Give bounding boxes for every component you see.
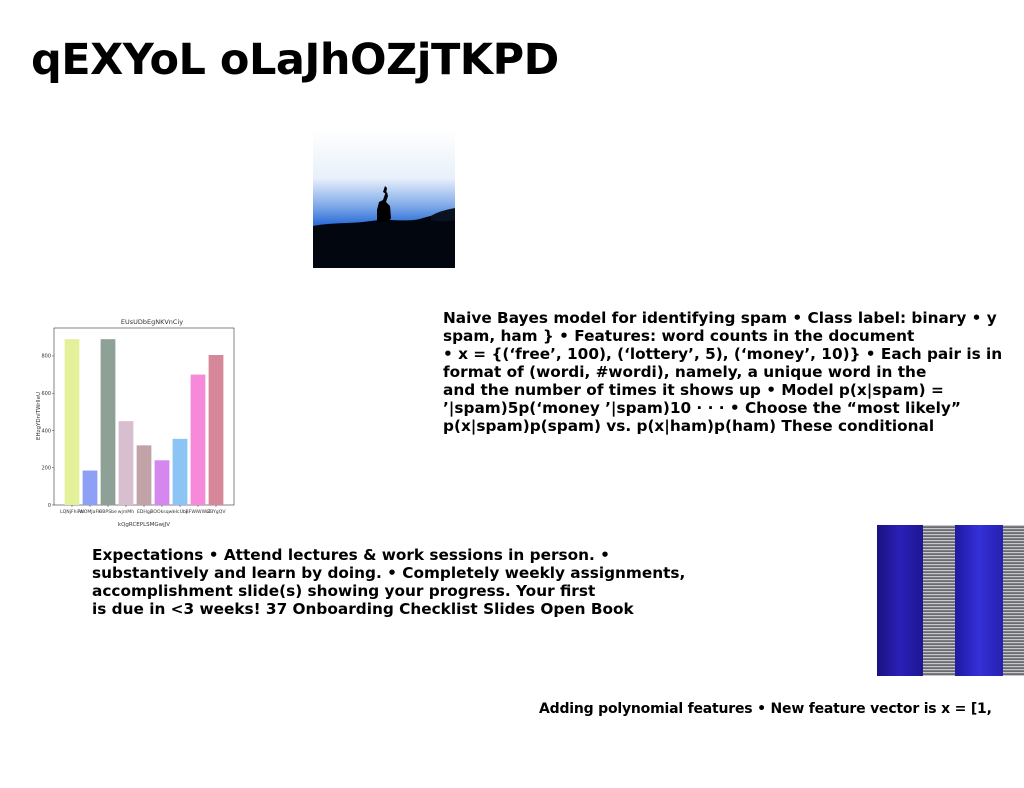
text-line: p(x|spam)p(spam) vs. p(x|ham)p(ham) Thes…	[443, 417, 935, 435]
bar-BBPSbe	[100, 339, 116, 505]
x-tick-label: BBPSbe	[99, 509, 117, 515]
x-axis-label: kQgRCEPLSMGwjJV	[118, 522, 170, 528]
x-tick-label: GBYgQV	[207, 509, 227, 515]
text-line: format of (wordi, #wordi), namely, a uni…	[443, 363, 927, 381]
bar-eIcUbj	[172, 438, 188, 505]
x-tick-label: BFWiWWiZ	[186, 509, 211, 515]
y-tick-label: 400	[41, 428, 51, 434]
text-line: ’|spam)5p(‘money ’|spam)10 · · · • Choos…	[443, 399, 961, 417]
y-tick-label: 200	[41, 466, 51, 472]
bar-wjmMh	[118, 421, 134, 505]
x-tick-label: WOMJaFk	[79, 509, 101, 515]
text-line: • x = {(‘free’, 100), (‘lottery’, 5), (‘…	[443, 345, 1003, 363]
bar-BOOksqwl	[154, 460, 170, 505]
text-line: and the number of times it shows up • Mo…	[443, 381, 944, 399]
y-tick-label: 0	[48, 503, 51, 509]
bar-WOMJaFk	[82, 470, 98, 505]
text-line: Adding polynomial features • New feature…	[539, 701, 992, 717]
text-line: spam, ham } • Features: word counts in t…	[443, 327, 915, 345]
slide-title: qEXYoL oLaJhOZjTKPD	[31, 35, 559, 85]
text-line: Expectations • Attend lectures & work se…	[92, 546, 610, 564]
bar-chart: EUsUDbEgNKVnCiy 0 200 400 600 800 LQNjFhiRhW…	[36, 318, 235, 528]
x-tick-label: wjmMh	[118, 509, 134, 515]
x-tick-label: LQNjFhiRh	[60, 509, 84, 515]
striped-texture-image	[877, 525, 1024, 676]
chart-title: EUsUDbEgNKVnCiy	[121, 318, 183, 326]
text-line: accomplishment slide(s) showing your pro…	[92, 582, 596, 600]
x-tick-label: BOOksqwl	[150, 509, 173, 515]
x-tick-label: EDHgj	[137, 509, 151, 515]
text-line: Naive Bayes model for identifying spam •…	[443, 309, 997, 327]
bar-BFWiWWiZ	[190, 374, 206, 505]
camel-rider-silhouette-photo	[313, 130, 455, 268]
text-line: is due in <3 weeks! 37 Onboarding Checkl…	[92, 600, 634, 618]
bar-GBYgQV	[208, 355, 224, 505]
polynomial-features-text: Adding polynomial features • New feature…	[539, 700, 992, 718]
x-tick-label: eIcUbj	[173, 509, 187, 515]
expectations-text: Expectations • Attend lectures & work se…	[92, 546, 685, 618]
naive-bayes-text: Naive Bayes model for identifying spam •…	[443, 309, 1002, 435]
bar-LQNjFhiRh	[64, 339, 80, 505]
bars	[64, 339, 224, 505]
y-axis-label: EHzgYDnITWrlleU	[36, 392, 42, 440]
bar-EDHgj	[136, 445, 152, 505]
y-axis-ticks: 0 200 400 600 800	[41, 354, 54, 509]
y-tick-label: 600	[41, 391, 51, 397]
text-line: substantively and learn by doing. • Comp…	[92, 564, 686, 582]
y-tick-label: 800	[41, 354, 51, 360]
